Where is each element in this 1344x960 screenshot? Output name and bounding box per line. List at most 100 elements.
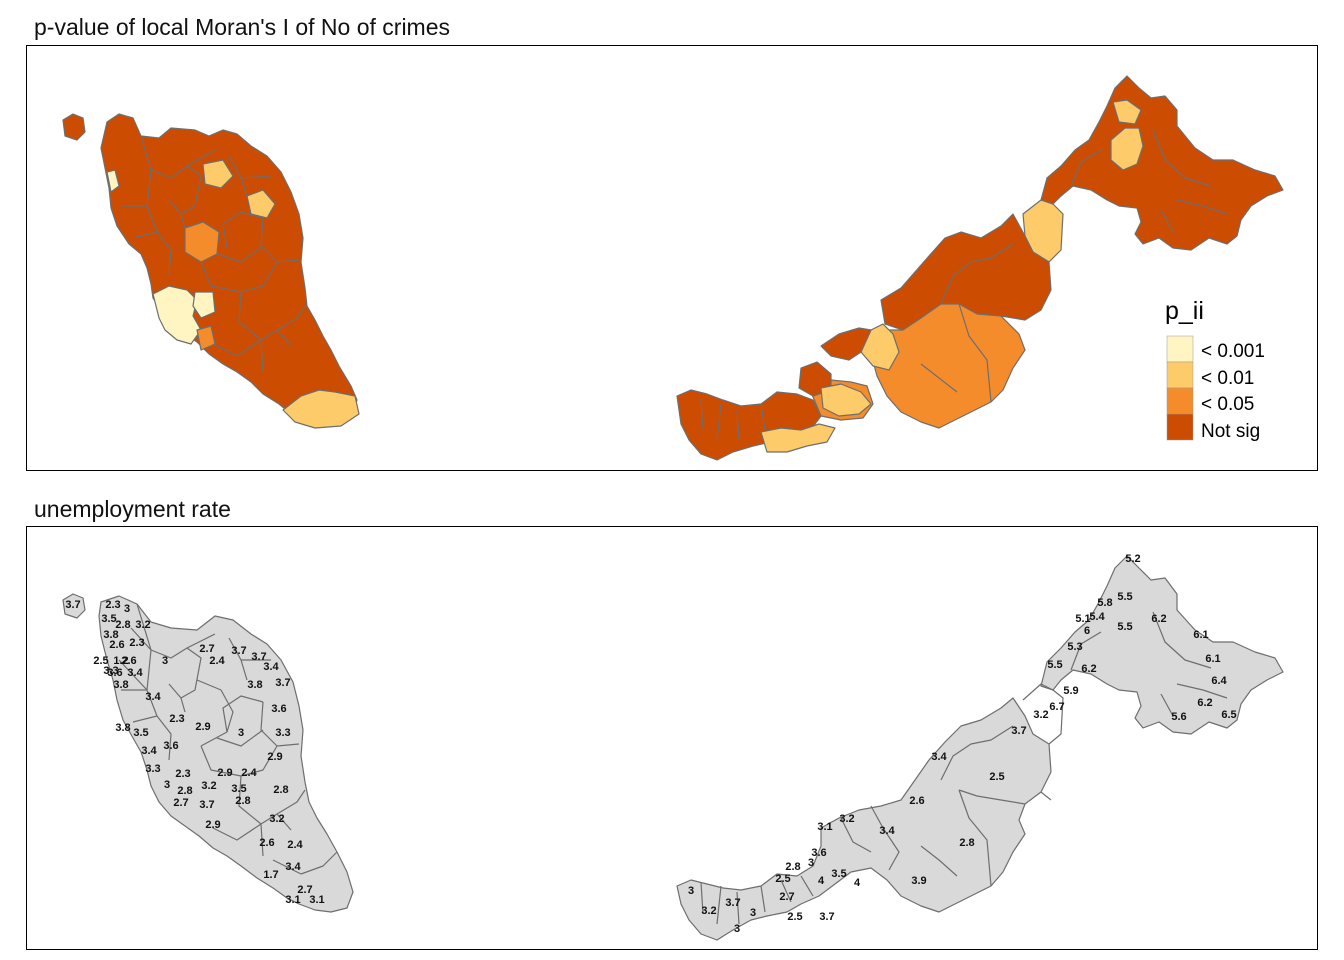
district-unemployment-label: 2.7: [199, 643, 214, 655]
district-unemployment-label: 3.7: [231, 645, 246, 657]
peninsular-malaysia-districts-unemployment: [62, 593, 354, 913]
unemployment-labels-west: 3.7 2.3 33.52.8 3.23.82.6 2.32.5 1.23.6 3.42.6…: [65, 599, 324, 906]
district-unemployment-label: 6.4: [1211, 675, 1227, 687]
district-unemployment-label: 5.3: [1067, 641, 1082, 653]
bottom-sarawak-outline: [676, 697, 1052, 941]
district-unemployment-label: 3.2: [701, 905, 716, 917]
district-unemployment-label: 3.2: [269, 813, 284, 825]
legend-title: p_ii: [1165, 297, 1204, 325]
borneo-districts-pvalue: [676, 75, 1284, 461]
district-unemployment-label: 2.6: [909, 795, 924, 807]
pale-west-small: [106, 169, 120, 193]
district-unemployment-label: 2.3: [129, 637, 144, 649]
district-unemployment-label: 2.3: [169, 713, 184, 725]
borneo-districts-unemployment: [676, 555, 1284, 941]
district-unemployment-label: 3.7: [819, 911, 834, 923]
district-unemployment-label: 2.4: [241, 767, 257, 779]
district-unemployment-label: 3.2: [1033, 709, 1048, 721]
district-unemployment-label: 5.5: [1047, 659, 1062, 671]
district-unemployment-label: 3.5: [133, 727, 148, 739]
district-unemployment-label: 2.7: [779, 891, 794, 903]
north-light-orange: [202, 159, 234, 189]
sarawak-big-orange: [870, 303, 1026, 429]
district-unemployment-label: 3.4: [285, 861, 301, 873]
district-unemployment-label: 2.8: [785, 861, 800, 873]
district-unemployment-label: 6.2: [1197, 697, 1212, 709]
district-unemployment-label: 2.3: [105, 599, 120, 611]
district-unemployment-label: 5.6: [1171, 711, 1186, 723]
peninsular-outline: [100, 113, 358, 427]
district-unemployment-label: 6: [1084, 625, 1090, 637]
sarawak-far-west: [676, 389, 822, 461]
south-light-orange: [282, 389, 360, 429]
district-unemployment-label: 2.8: [115, 619, 130, 631]
bottom-district-lines: [118, 603, 338, 875]
sabah-yellow-west: [1110, 127, 1144, 171]
peninsular-malaysia-districts-pvalue: [62, 113, 360, 429]
district-unemployment-label: 2.3: [175, 768, 190, 780]
legend-swatch-4: [1166, 413, 1194, 441]
legend-label-1: < 0.001: [1201, 341, 1265, 362]
district-unemployment-label: 3.4: [931, 751, 947, 763]
district-unemployment-label: 3.7: [199, 799, 214, 811]
district-unemployment-label: 2.5: [989, 771, 1004, 783]
district-unemployment-label: 3: [164, 779, 170, 791]
district-unemployment-label: 3.4: [141, 745, 157, 757]
district-unemployment-label: 3.7: [1011, 725, 1026, 737]
district-unemployment-label: 5.5: [1117, 591, 1132, 603]
top-map-canvas: p_ii < 0.001 < 0.01 < 0.05 Not sig: [62, 75, 1284, 461]
bottom-borneo-lines: [700, 611, 1228, 925]
legend-swatch-1: [1166, 335, 1194, 363]
district-unemployment-label: 1.7: [263, 869, 278, 881]
sarawak-red-west: [820, 327, 872, 361]
bottom-map-title: unemployment rate: [34, 496, 231, 522]
district-unemployment-label: 3.5: [101, 613, 116, 625]
district-unemployment-label: 2.9: [195, 721, 210, 733]
sarawak-yellow-mid: [860, 323, 900, 371]
sabah-outline: [1040, 75, 1284, 251]
district-unemployment-label: 3.2: [135, 619, 150, 631]
district-unemployment-label: 3.4: [879, 825, 895, 837]
district-unemployment-label: 3.5: [231, 783, 246, 795]
district-unemployment-label: 3.2: [201, 780, 216, 792]
district-unemployment-label: 2.8: [177, 785, 192, 797]
district-unemployment-label: 2.8: [235, 795, 250, 807]
district-unemployment-label: 3.7: [251, 651, 266, 663]
district-unemployment-label: 2.6: [259, 837, 274, 849]
district-unemployment-label: 3.3: [103, 665, 118, 677]
district-unemployment-label: 2.8: [273, 784, 288, 796]
district-unemployment-label: 3.1: [309, 894, 324, 906]
district-unemployment-label: 6.7: [1049, 701, 1064, 713]
legend-swatch-2: [1166, 361, 1194, 389]
district-unemployment-label: 5.8: [1097, 597, 1112, 609]
bottom-northwest-island: [62, 593, 86, 619]
sarawak-yellow-south: [760, 423, 836, 453]
district-unemployment-label: 3.6: [163, 740, 178, 752]
bottom-peninsular-outline: [98, 595, 354, 913]
district-unemployment-label: 2.5: [787, 911, 802, 923]
legend-label-4: Not sig: [1201, 421, 1260, 442]
district-unemployment-label: 3: [162, 655, 168, 667]
district-unemployment-label: 6.1: [1193, 629, 1208, 641]
district-unemployment-label: 2.9: [217, 767, 232, 779]
district-unemployment-label: 2.7: [297, 884, 312, 896]
district-unemployment-label: 2.9: [205, 819, 220, 831]
district-unemployment-label: 6.1: [1205, 653, 1220, 665]
district-unemployment-label: 3: [750, 907, 756, 919]
district-unemployment-label: 3.3: [145, 763, 160, 775]
district-unemployment-label: 4: [818, 875, 825, 887]
legend-label-3: < 0.05: [1201, 394, 1254, 415]
district-unemployment-label: 2.6: [121, 655, 136, 667]
legend-swatch-3: [1166, 387, 1194, 415]
district-unemployment-label: 3.7: [65, 599, 80, 611]
district-unemployment-label: 3.8: [113, 679, 128, 691]
district-unemployment-label: 5.4: [1089, 611, 1105, 623]
district-unemployment-label: 3.8: [247, 679, 262, 691]
district-unemployment-label: 3: [124, 603, 130, 615]
unemployment-labels-east: 5.2 5.8 5.5 5.15.4 6 6.2 5.5 6.1 5.3 6.1 5.5 6.2 6.4…: [688, 553, 1237, 935]
bottom-map-canvas: 3.7 2.3 33.52.8 3.23.82.6 2.32.5 1.23.6 3.42.6…: [62, 553, 1284, 941]
district-unemployment-label: 4: [854, 877, 861, 889]
district-unemployment-label: 6.2: [1151, 613, 1166, 625]
top-map-frame: p_ii < 0.001 < 0.01 < 0.05 Not sig: [26, 45, 1318, 471]
pale-inland-a: [192, 291, 216, 319]
